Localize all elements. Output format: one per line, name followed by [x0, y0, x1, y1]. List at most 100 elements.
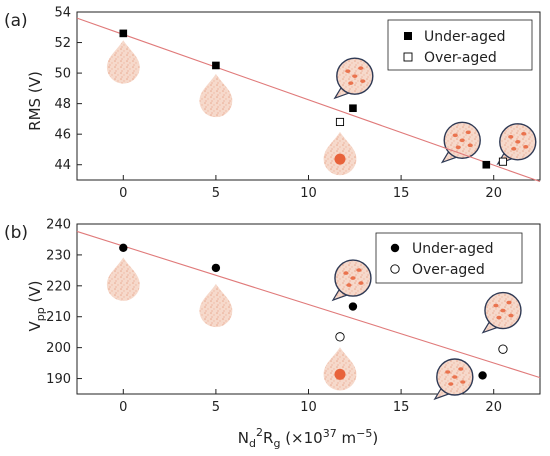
- panel-b-y-axis-title-unit: (V): [26, 281, 44, 308]
- panel-b-x-tick-label: 10: [300, 400, 317, 415]
- panel-b-inset-spot: [350, 276, 356, 280]
- panel-b-inset-spot: [460, 380, 466, 384]
- panel-b-legend-over-label: Over-aged: [412, 262, 485, 278]
- panel-b-x-tick-label: 5: [212, 400, 220, 415]
- panel-a-inset-spot: [508, 135, 514, 139]
- panel-a-inset-spot: [452, 133, 458, 138]
- panel-a-inset-spot: [360, 79, 366, 83]
- panel-b-point-under-aged: [348, 302, 358, 311]
- panel-a-inset-spot: [459, 138, 465, 143]
- panel-a-inset-spot: [345, 69, 351, 73]
- panel-b-point-over-aged: [335, 332, 345, 342]
- panel-b-y-tick-label: 240: [46, 218, 71, 233]
- panel-a-point-under-aged: [482, 160, 491, 169]
- panel-a-inset-spot: [515, 140, 521, 144]
- panel-b-x-tick-label: 15: [393, 400, 410, 415]
- panel-a-point-over-aged: [498, 157, 508, 166]
- panel-b-inset-spot: [493, 303, 499, 308]
- panel-b-legend-over-marker: [390, 264, 400, 274]
- panel-a-inset-spot: [465, 130, 471, 135]
- x-axis-title-n: N: [238, 429, 249, 447]
- x-axis-title-unit-a: (×10: [280, 429, 322, 447]
- panel-b-inset-spot: [500, 308, 506, 313]
- panel-b-inset-spot: [445, 370, 451, 374]
- panel-a-x-tick-label: 0: [119, 186, 127, 201]
- panel-a-x-tick-label: 20: [485, 186, 502, 201]
- panel-b-y-tick-label: 220: [46, 279, 71, 294]
- panel-b-inset-drop: [198, 281, 234, 329]
- x-axis-title-sup-37: 37: [323, 427, 337, 440]
- panel-b-inset-spot: [452, 375, 458, 379]
- panel-a-y-tick-label: 54: [54, 6, 71, 21]
- panel-b-y-axis-title-main: V: [26, 320, 44, 331]
- x-axis-title-close: ): [372, 429, 378, 447]
- panel-b-label: (b): [4, 223, 28, 243]
- panel-b-inset-spot: [496, 315, 502, 320]
- panel-b-inset-spot: [508, 313, 514, 318]
- panel-b-point-under-aged: [478, 371, 487, 380]
- panel-b-insets: [105, 255, 522, 401]
- panel-b-inset-spot: [343, 271, 349, 275]
- panel-a-y-axis-title: RMS (V): [26, 71, 44, 131]
- panel-b-inset-spot: [356, 268, 362, 272]
- panel-b-fit-line-path: [76, 230, 541, 379]
- panel-b-x-tick-label: 20: [485, 400, 502, 415]
- panel-a-legend-over-label: Over-aged: [424, 50, 497, 66]
- panel-b-inset-drop: [105, 255, 141, 303]
- panel-a-point-under-aged: [119, 29, 128, 38]
- panel-a-x-tick-label: 5: [212, 186, 220, 201]
- panel-a-inset-drop: [198, 71, 234, 119]
- panel-a-point-over-aged: [335, 117, 345, 127]
- panel-b-legend: Under-aged Over-aged: [375, 232, 523, 284]
- panel-a-legend-under-label: Under-aged: [424, 29, 506, 45]
- panel-a-inset-drop: [322, 129, 358, 177]
- panel-a-legend: Under-aged Over-aged: [387, 19, 533, 71]
- panel-b-y-tick-label: 210: [46, 310, 71, 325]
- panel-a-fit-line: [76, 17, 541, 183]
- panel-a-inset-blob: [334, 153, 346, 165]
- panel-b-x-ticks: 0 5 10 15 20: [119, 389, 502, 415]
- panel-b-point-under-aged: [211, 263, 221, 273]
- panel-b-legend-under-marker: [390, 243, 400, 253]
- panel-b-y-axis-title: Vpp (V): [26, 281, 47, 332]
- x-axis-title-sup-neg5: −5: [356, 427, 372, 440]
- panel-b-inset-spot: [448, 382, 454, 386]
- panel-a-point-under-aged: [349, 104, 357, 113]
- panel-b-points: [119, 243, 508, 380]
- x-axis-title: Nd2Rg (×1037 m−5): [238, 426, 378, 450]
- panel-a-legend-box: [387, 19, 533, 71]
- panel-b-y-tick-label: 200: [46, 341, 71, 356]
- panel-a-inset-spot: [455, 145, 461, 150]
- panel-a-x-tick-label: 15: [393, 186, 410, 201]
- panel-a-inset-spot: [511, 147, 517, 151]
- panel-a-legend-over-marker: [403, 52, 413, 62]
- panel-b-y-axis-title-sub: pp: [34, 307, 47, 321]
- panel-b-fit-line: [76, 230, 541, 379]
- panel-a-points: [119, 29, 508, 169]
- panel-a-x-tick-label: 10: [300, 186, 317, 201]
- panel-a-fit-line-path: [76, 17, 541, 183]
- panel-b-y-tick-label: 230: [46, 248, 71, 263]
- panel-a-y-tick-label: 48: [54, 97, 71, 112]
- panel-b-inset-spot: [346, 283, 352, 287]
- panel-a-legend-under-marker: [404, 32, 412, 40]
- panel-b-inset-spot: [358, 281, 364, 285]
- x-axis-title-unit-m: m: [337, 429, 356, 447]
- panel-b-point-over-aged: [498, 344, 508, 354]
- panel-b: (b) Vpp (V) 0 5 10 15 20 190200210220230240 …: [4, 218, 541, 450]
- panel-a-y-tick-label: 44: [54, 158, 71, 173]
- x-axis-title-sup-2: 2: [256, 426, 263, 439]
- panel-b-legend-under-label: Under-aged: [412, 241, 494, 257]
- panel-a-inset-spot: [523, 145, 529, 149]
- panel-a: (a) RMS (V) 0 5 10 15 20 44 46 48 50 52 54 Under-…: [4, 6, 541, 201]
- panel-a-inset-spot: [348, 81, 354, 85]
- panel-a-inset-spot: [467, 143, 473, 148]
- panel-a-x-ticks: 0 5 10 15 20: [119, 175, 502, 201]
- panel-b-legend-box: [375, 232, 523, 284]
- x-axis-title-sub-g: g: [273, 437, 280, 450]
- panel-a-y-tick-label: 52: [54, 36, 71, 51]
- panel-b-inset-spot: [458, 367, 464, 371]
- panel-b-inset-drop: [322, 344, 358, 392]
- panel-a-y-tick-label: 46: [54, 128, 71, 143]
